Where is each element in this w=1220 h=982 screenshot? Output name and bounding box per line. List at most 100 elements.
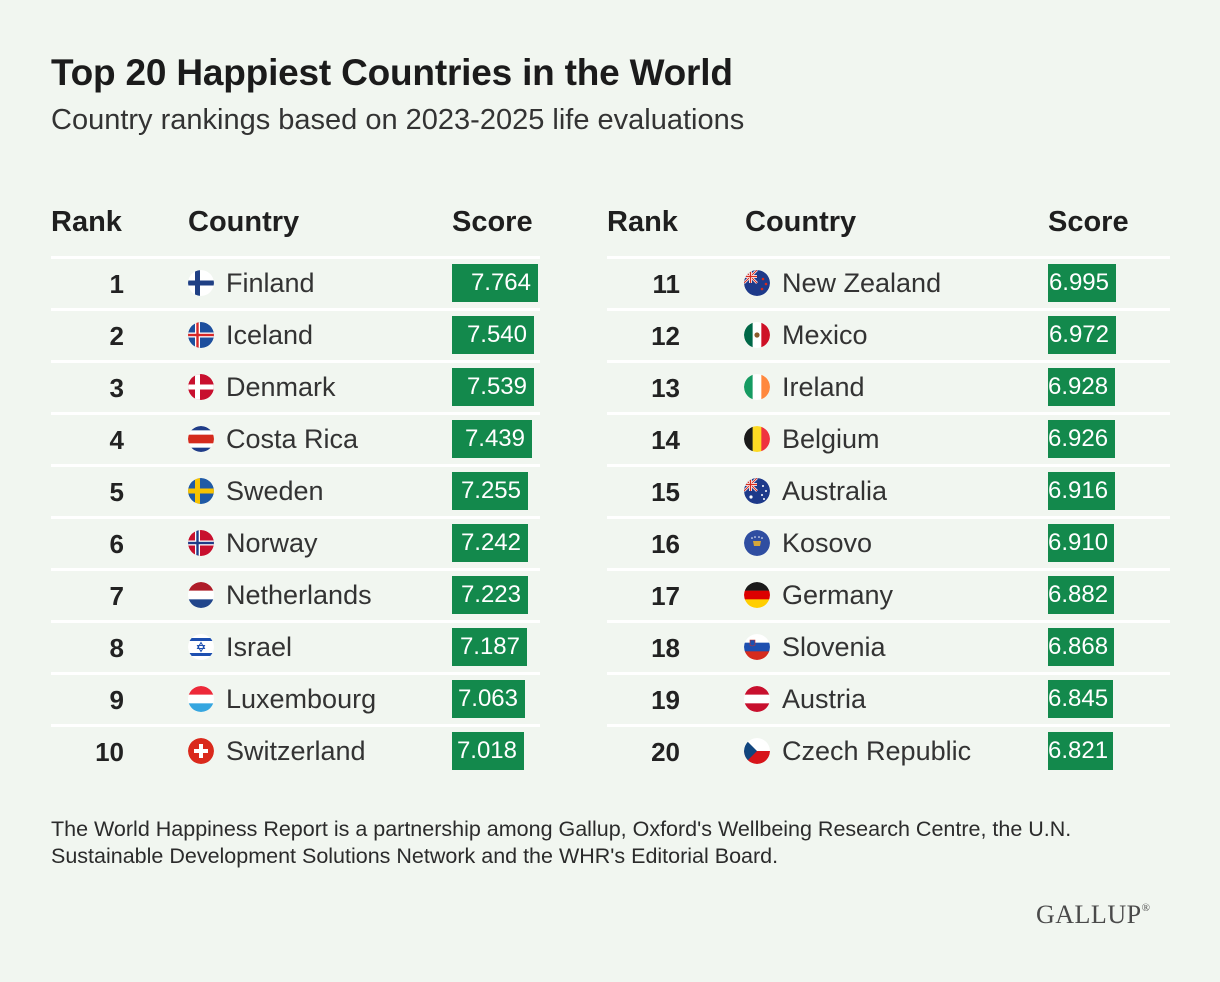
score-bar: 7.764: [452, 264, 538, 302]
table-row: 10 Switzerland 7.018: [0, 725, 1220, 777]
row-divider: [607, 672, 1170, 675]
sweden-flag-icon: [188, 478, 214, 504]
gallup-logo: GALLUP®: [1036, 900, 1150, 930]
score-bar: 7.187: [452, 628, 527, 666]
norway-flag-icon: [188, 530, 214, 556]
country-cell: Australia: [782, 476, 888, 506]
score-bar: 6.995: [1048, 264, 1116, 302]
country-cell: New Zealand: [782, 268, 942, 298]
score-bar: 7.063: [452, 680, 525, 718]
rank-cell: 5: [109, 477, 124, 507]
row-divider: [51, 308, 540, 311]
rank-cell: 3: [109, 373, 124, 403]
table-row: 9 Luxembourg 7.063: [0, 673, 1220, 725]
score-bar: 7.018: [452, 732, 524, 770]
rank-cell: 8: [109, 633, 124, 663]
score-bar: 7.540: [452, 316, 534, 354]
table-row: 1 Finland 7.764: [0, 257, 1220, 309]
row-divider: [607, 360, 1170, 363]
country-cell: Finland: [226, 268, 315, 298]
rank-header-left: Rank: [51, 206, 122, 238]
row-divider: [607, 620, 1170, 623]
country-cell: Luxembourg: [226, 684, 377, 714]
costa-rica-flag-icon: [188, 426, 214, 452]
rank-cell: 10: [95, 737, 124, 767]
table-row: 8 Israel 7.187: [0, 621, 1220, 673]
country-cell: Netherlands: [226, 580, 372, 610]
rank-cell: 1: [109, 269, 124, 299]
row-divider: [607, 412, 1170, 415]
country-cell: Mexico: [782, 320, 868, 350]
country-cell: Denmark: [226, 372, 336, 402]
rank-cell: 18: [651, 633, 680, 663]
israel-flag-icon: [188, 634, 214, 660]
row-divider: [607, 464, 1170, 467]
row-divider: [51, 724, 540, 727]
score-header-right: Score: [1048, 206, 1129, 238]
country-header-right: Country: [745, 206, 857, 238]
germany-flag-icon: [744, 582, 770, 608]
row-divider: [607, 256, 1170, 259]
score-bar: 6.916: [1048, 472, 1115, 510]
rank-cell: 7: [109, 581, 124, 611]
table-row: 12 Mexico 6.972: [0, 309, 1220, 361]
row-divider: [51, 568, 540, 571]
table-row: 15 Australia 6.916: [0, 465, 1220, 517]
row-divider: [607, 516, 1170, 519]
country-cell: Costa Rica: [226, 424, 359, 454]
denmark-flag-icon: [188, 374, 214, 400]
footnote: The World Happiness Report is a partners…: [51, 817, 1072, 868]
table-row: 3 Denmark 7.539: [0, 361, 1220, 413]
rank-cell: 16: [651, 529, 680, 559]
score-bar: 6.845: [1048, 680, 1113, 718]
country-cell: Slovenia: [782, 632, 886, 662]
iceland-flag-icon: [188, 322, 214, 348]
row-divider: [51, 360, 540, 363]
switzerland-flag-icon: [188, 738, 214, 764]
row-divider: [51, 256, 540, 259]
netherlands-flag-icon: [188, 582, 214, 608]
country-cell: Austria: [782, 684, 867, 714]
ireland-flag-icon: [744, 374, 770, 400]
country-cell: Belgium: [782, 424, 880, 454]
luxembourg-flag-icon: [188, 686, 214, 712]
rank-header-right: Rank: [607, 206, 678, 238]
score-bar: 6.928: [1048, 368, 1115, 406]
finland-flag-icon: [188, 270, 214, 296]
page-title: Top 20 Happiest Countries in the World: [51, 52, 733, 93]
rank-cell: 9: [109, 685, 124, 715]
score-bar: 7.255: [452, 472, 528, 510]
page-subtitle: Country rankings based on 2023-2025 life…: [51, 104, 745, 136]
country-cell: Ireland: [782, 372, 865, 402]
new-zealand-flag-icon: [744, 270, 770, 296]
country-cell: Sweden: [226, 476, 324, 506]
rank-cell: 20: [651, 737, 680, 767]
table-row: 4 Costa Rica 7.439: [0, 413, 1220, 465]
rank-cell: 4: [109, 425, 124, 455]
row-divider: [607, 724, 1170, 727]
score-bar: 6.821: [1048, 732, 1113, 770]
rank-cell: 2: [109, 321, 124, 351]
mexico-flag-icon: [744, 322, 770, 348]
row-divider: [607, 308, 1170, 311]
table-row: 13 Ireland 6.928: [0, 361, 1220, 413]
table-row: 14 Belgium 6.926: [0, 413, 1220, 465]
score-bar: 6.910: [1048, 524, 1114, 562]
score-header-left: Score: [452, 206, 533, 238]
rank-cell: 12: [651, 321, 680, 351]
table-row: 7 Netherlands 7.223: [0, 569, 1220, 621]
table-row: 11 New Zealand 6.995: [0, 257, 1220, 309]
score-bar: 7.439: [452, 420, 532, 458]
score-bar: 6.868: [1048, 628, 1114, 666]
australia-flag-icon: [744, 478, 770, 504]
table-row: 18 Slovenia 6.868: [0, 621, 1220, 673]
table-row: 20 Czech Republic 6.821: [0, 725, 1220, 777]
row-divider: [51, 464, 540, 467]
country-cell: Switzerland: [226, 736, 366, 766]
country-cell: Germany: [782, 580, 894, 610]
czech-republic-flag-icon: [744, 738, 770, 764]
score-bar: 6.972: [1048, 316, 1116, 354]
country-header-left: Country: [188, 206, 300, 238]
table-row: 16 Kosovo 6.910: [0, 517, 1220, 569]
slovenia-flag-icon: [744, 634, 770, 660]
